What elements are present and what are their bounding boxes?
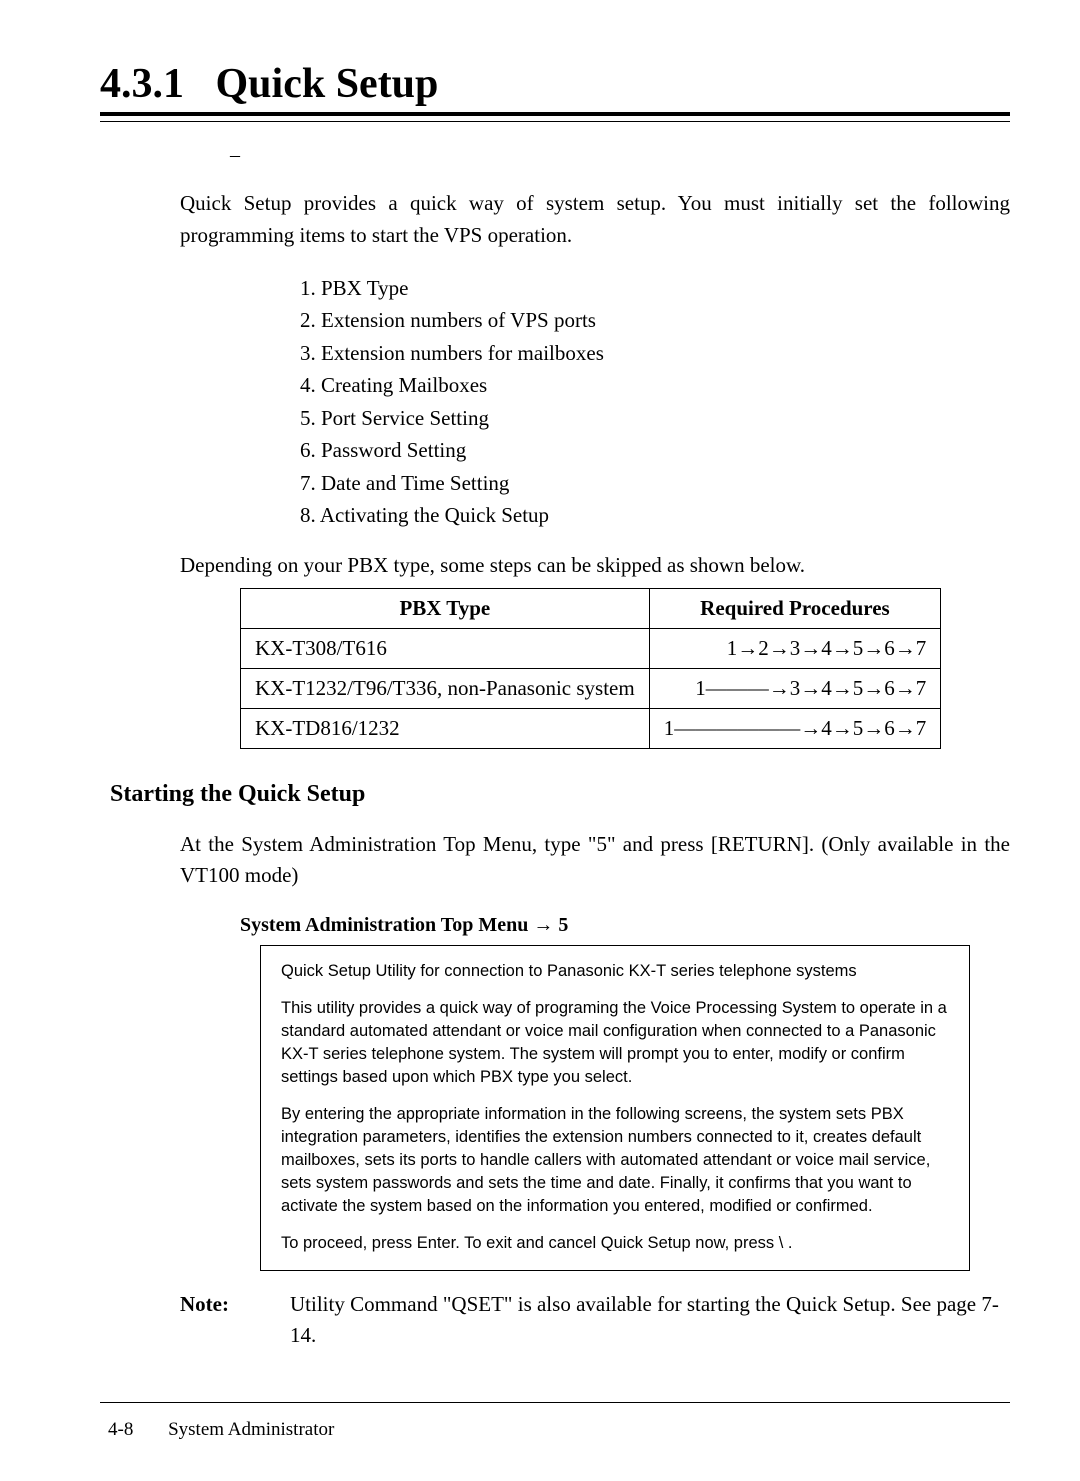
- table-row: KX-T1232/T96/T336, non-Panasonic system …: [241, 668, 941, 708]
- footer-chapter: System Administrator: [168, 1419, 334, 1440]
- table-header-pbx: PBX Type: [241, 588, 650, 628]
- step-item: 6. Password Setting: [300, 434, 1010, 466]
- section-heading: 4.3.1 Quick Setup: [100, 60, 1010, 108]
- page-footer: 4-8 System Administrator: [108, 1419, 1010, 1441]
- step-item: 2. Extension numbers of VPS ports: [300, 304, 1010, 336]
- note-row: Note: Utility Command "QSET" is also ava…: [180, 1289, 1010, 1352]
- table-header-row: PBX Type Required Procedures: [241, 588, 941, 628]
- table-cell-proc: 1→2→3→4→5→6→7: [649, 628, 941, 668]
- table-cell-proc: 1———→3→4→5→6→7: [649, 668, 941, 708]
- menu-heading: System Administration Top Menu → 5: [240, 914, 1010, 937]
- terminal-title: Quick Setup Utility for connection to Pa…: [281, 960, 949, 983]
- step-item: 8. Activating the Quick Setup: [300, 499, 1010, 531]
- step-item: 4. Creating Mailboxes: [300, 369, 1010, 401]
- heading-rule: [100, 112, 1010, 122]
- step-item: 3. Extension numbers for mailboxes: [300, 337, 1010, 369]
- steps-list: 1. PBX Type 2. Extension numbers of VPS …: [300, 272, 1010, 532]
- table-cell-pbx: KX-T308/T616: [241, 628, 650, 668]
- table-cell-pbx: KX-T1232/T96/T336, non-Panasonic system: [241, 668, 650, 708]
- note-text: Utility Command "QSET" is also available…: [290, 1289, 1010, 1352]
- page-number: 4-8: [108, 1419, 133, 1440]
- step-item: 5. Port Service Setting: [300, 402, 1010, 434]
- note-label: Note:: [180, 1289, 290, 1352]
- terminal-p1: This utility provides a quick way of pro…: [281, 997, 949, 1089]
- table-cell-pbx: KX-TD816/1232: [241, 708, 650, 748]
- table-header-proc: Required Procedures: [649, 588, 941, 628]
- pbx-table: PBX Type Required Procedures KX-T308/T61…: [240, 588, 941, 749]
- section-number: 4.3.1: [100, 61, 184, 107]
- intro-paragraph: Quick Setup provides a quick way of syst…: [180, 188, 1010, 251]
- table-row: KX-TD816/1232 1——————→4→5→6→7: [241, 708, 941, 748]
- starting-heading: Starting the Quick Setup: [110, 781, 1010, 808]
- table-row: KX-T308/T616 1→2→3→4→5→6→7: [241, 628, 941, 668]
- footer-rule: [100, 1402, 1010, 1403]
- section-title-text: Quick Setup: [216, 61, 439, 107]
- terminal-p3: To proceed, press Enter. To exit and can…: [281, 1232, 949, 1255]
- starting-body: At the System Administration Top Menu, t…: [180, 829, 1010, 892]
- table-cell-proc: 1——————→4→5→6→7: [649, 708, 941, 748]
- depending-text: Depending on your PBX type, some steps c…: [180, 553, 1010, 578]
- step-item: 1. PBX Type: [300, 272, 1010, 304]
- terminal-box: Quick Setup Utility for connection to Pa…: [260, 945, 970, 1271]
- dash-mark: –: [230, 144, 1010, 167]
- terminal-p2: By entering the appropriate information …: [281, 1103, 949, 1218]
- step-item: 7. Date and Time Setting: [300, 467, 1010, 499]
